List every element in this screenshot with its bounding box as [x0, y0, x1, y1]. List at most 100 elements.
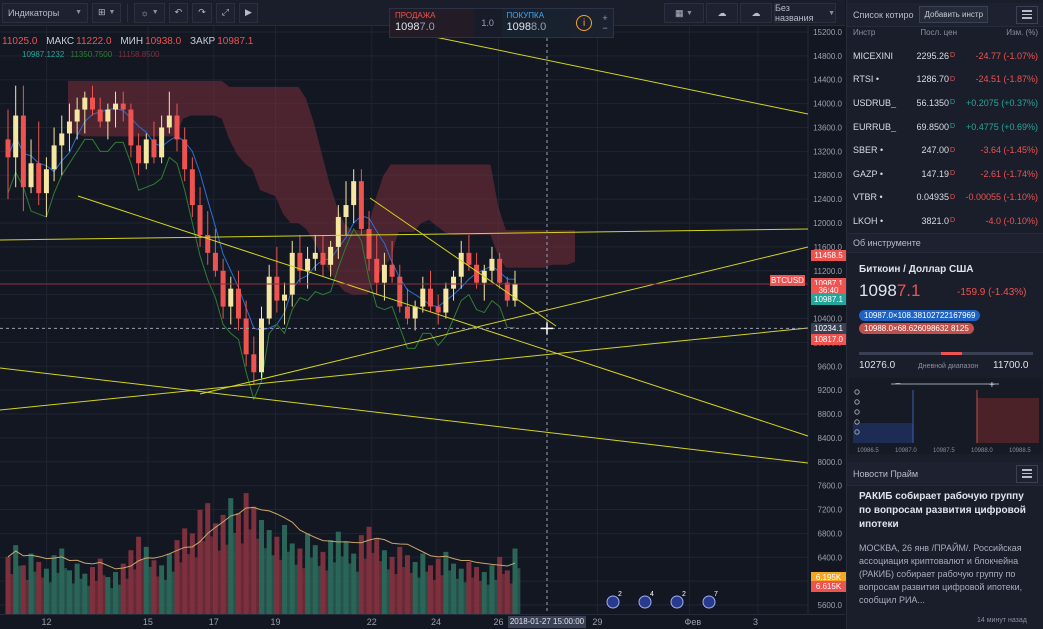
fullscreen-button[interactable]: ⤢ [215, 2, 235, 23]
menu-icon[interactable] [1016, 464, 1038, 483]
undo-button[interactable]: ↶ [168, 2, 189, 23]
compare-button[interactable]: ⊞ ▼ [92, 2, 122, 23]
cloud-load-button[interactable]: ☁ [706, 3, 738, 23]
volume-bar [497, 556, 503, 614]
candle-body [335, 217, 341, 247]
event-marker[interactable] [702, 595, 716, 609]
depth-radio [854, 389, 860, 395]
watchlist-row[interactable]: SBER • 247.00 D -3.64 (-1.45%) [847, 138, 1043, 162]
volume-bar [59, 548, 65, 614]
column-header[interactable]: Изм. (%) [1006, 28, 1038, 37]
trend-line [0, 327, 809, 411]
candle-body [13, 115, 19, 158]
news-headline[interactable]: РАКИБ собирает рабочую группу по вопроса… [859, 491, 1026, 530]
volume-bar [125, 578, 129, 614]
volume-bar [335, 531, 341, 614]
delayed-icon: D [950, 170, 956, 178]
about-instrument-header[interactable]: Об инструменте [847, 233, 1043, 253]
layout-name-button[interactable]: Без названия ▼ [774, 3, 836, 23]
price-tick-label: 12000.0 [813, 219, 842, 228]
candle-body [435, 306, 441, 313]
info-button[interactable]: i [571, 9, 597, 37]
quantity-stepper[interactable]: + − [597, 9, 613, 37]
bid-depth-area [853, 423, 913, 443]
time-axis[interactable]: 12 15 17 19 22 24 26 29 Фев 3 2018-01-27 15:00:00 [0, 614, 845, 629]
volume-average-line [7, 507, 516, 570]
candle-body [174, 115, 180, 140]
candle-body [289, 252, 295, 295]
volume-bar [159, 565, 165, 614]
watchlist-row[interactable]: LKOH • 3821.0 D -4.0 (-0.10%) [847, 209, 1043, 233]
chevron-down-icon: ▼ [828, 9, 835, 17]
depth-tick-label: 10988.0 [971, 448, 993, 454]
watchlist-row[interactable]: GAZP • 147.19 D -2.61 (-1.74%) [847, 162, 1043, 186]
volume-bar [36, 561, 42, 614]
layout-button[interactable]: ▦ ▼ [664, 3, 704, 23]
menu-icon[interactable] [1016, 5, 1038, 24]
sell-button[interactable]: ПРОДАЖА 10987.0 [390, 9, 474, 37]
watchlist-row[interactable]: USDRUB_ 56.1350 D +0.2075 (+0.37%) [847, 91, 1043, 115]
candle-body [381, 264, 387, 283]
replay-button[interactable]: ▶ [238, 2, 258, 23]
depth-chart[interactable]: − +10986.5 10987.0 10987.5 10988.0 10988.5 [849, 378, 1042, 454]
instrument-price: 10987.1 [859, 281, 921, 300]
volume-bar [374, 538, 380, 614]
event-marker[interactable] [638, 595, 652, 609]
add-instrument-button[interactable]: Добавить инстр [919, 6, 989, 23]
candle-body [105, 109, 111, 122]
volume-bar [148, 566, 152, 614]
watchlist-change: -0.00055 (-1.10%) [965, 192, 1038, 203]
quantity-field[interactable]: 1.0 [473, 9, 502, 37]
ohlc-legend: 11025.0 МАКС 11222.0 МИН 10938.0 ЗАКР 10987… [2, 36, 253, 47]
volume-bar [235, 513, 241, 614]
indicators-button[interactable]: Индикаторы ▼ [2, 2, 88, 23]
watchlist-last-price: 247.00 [921, 145, 949, 156]
ask-pill: 10988.0×68.626098632 8125 [859, 323, 974, 334]
price-axis [808, 26, 845, 614]
volume-bar [317, 565, 321, 614]
volume-bar [471, 577, 475, 614]
volume-bar [56, 572, 60, 614]
candle-body [43, 169, 49, 194]
volume-bar [386, 569, 390, 614]
instrument-name: Биткоин / Доллар США [859, 264, 974, 275]
candle-body [51, 145, 57, 170]
candle-body [351, 181, 357, 206]
time-tick-label: 12 [41, 617, 52, 627]
minus-icon[interactable]: − [602, 23, 608, 33]
candle-body [205, 234, 211, 253]
time-tick-label: 3 [752, 617, 758, 627]
volume-bar [266, 530, 272, 614]
watchlist-row[interactable]: EURRUB_ 69.8500 D +0.4775 (+0.69%) [847, 115, 1043, 139]
buy-button[interactable]: ПОКУПКА 10988.0 [501, 9, 572, 37]
buy-price: 10988.0 [506, 21, 547, 33]
event-marker[interactable] [670, 595, 684, 609]
volume-bar [128, 550, 134, 614]
sun-icon: ☼ [140, 7, 149, 18]
plus-icon[interactable]: + [602, 13, 608, 23]
volume-bar [343, 541, 349, 614]
redo-button[interactable]: ↷ [192, 2, 212, 23]
volume-bar [358, 535, 364, 614]
drawing-tools-button[interactable]: ☼ ▼ [134, 2, 165, 23]
order-ticket: ПРОДАЖА 10987.0 1.0 ПОКУПКА 10988.0 i + … [389, 8, 614, 38]
depth-tick-label: 10987.0 [895, 448, 917, 454]
watchlist-row[interactable]: VTBR • 0.04935 D -0.00055 (-1.10%) [847, 186, 1043, 210]
volume-bar [348, 563, 352, 614]
cloud-save-button[interactable]: ☁ [740, 3, 772, 23]
volume-bar [402, 566, 406, 614]
watchlist-row[interactable]: RTSI • 1286.70 D -24.51 (-1.87%) [847, 68, 1043, 92]
volume-bar [409, 572, 413, 614]
price-chart[interactable]: 15200.0 14800.0 14400.0 14000.0 13600.0 13200… [0, 26, 845, 614]
event-marker[interactable] [606, 595, 620, 609]
watchlist-row[interactable]: MICEXINI 2295.26 D -24.77 (-1.07%) [847, 44, 1043, 68]
candle-body [74, 109, 80, 122]
candle-body [143, 139, 149, 164]
depth-radio [854, 419, 860, 425]
column-header[interactable]: Инстр [853, 28, 876, 37]
volume-bar [282, 525, 288, 614]
column-header[interactable]: Посл. цен [920, 28, 957, 37]
delayed-icon: D [950, 217, 956, 225]
volume-bar [251, 506, 257, 614]
candle-body [366, 228, 372, 259]
